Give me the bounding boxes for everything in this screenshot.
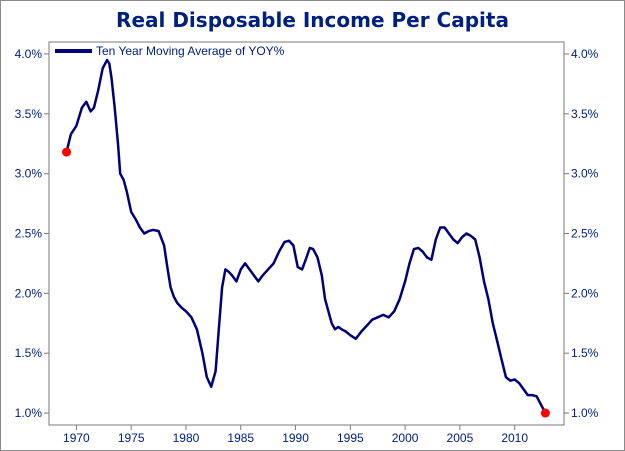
y-tick-label-left: 2.0% xyxy=(15,286,43,300)
data-point-marker xyxy=(540,408,550,418)
x-tick-label: 1985 xyxy=(227,431,254,445)
x-tick-label: 2005 xyxy=(447,431,474,445)
y-tick-label-left: 4.0% xyxy=(15,47,43,61)
chart-title: Real Disposable Income Per Capita xyxy=(116,8,509,32)
y-tick-label-right: 1.0% xyxy=(571,406,599,420)
plot-area xyxy=(48,41,565,426)
series-line xyxy=(65,58,547,415)
x-tick-label: 1995 xyxy=(337,431,364,445)
y-tick-label-left: 1.0% xyxy=(15,406,43,420)
series-layer xyxy=(65,58,547,415)
y-tick-label-right: 3.0% xyxy=(571,167,599,181)
y-tick-label-left: 3.0% xyxy=(15,167,43,181)
legend-label: Ten Year Moving Average of YOY% xyxy=(96,44,285,58)
y-tick-label-left: 3.5% xyxy=(15,107,43,121)
y-tick-label-right: 2.0% xyxy=(571,286,599,300)
y-tick-label-left: 1.5% xyxy=(15,346,43,360)
y-tick-label-right: 4.0% xyxy=(571,47,599,61)
x-tick-label: 2010 xyxy=(501,431,528,445)
data-point-marker xyxy=(62,147,72,157)
y-tick-label-right: 3.5% xyxy=(571,107,599,121)
y-tick-label-right: 1.5% xyxy=(571,346,599,360)
y-tick-label-right: 2.5% xyxy=(571,227,599,241)
y-tick-label-left: 2.5% xyxy=(15,227,43,241)
legend: Ten Year Moving Average of YOY% xyxy=(55,44,285,58)
x-tick-label: 1990 xyxy=(282,431,309,445)
x-tick-label: 1980 xyxy=(173,431,200,445)
x-tick-label: 1970 xyxy=(63,431,90,445)
ticks-layer: 1.0% 1.0% 1.5% 1.5% 2.0% 2.0% 2.5% 2.5% 3.0% 3.0%… xyxy=(15,47,599,445)
markers-layer xyxy=(62,147,550,418)
x-tick-label: 1975 xyxy=(118,431,145,445)
x-tick-label: 2000 xyxy=(392,431,419,445)
